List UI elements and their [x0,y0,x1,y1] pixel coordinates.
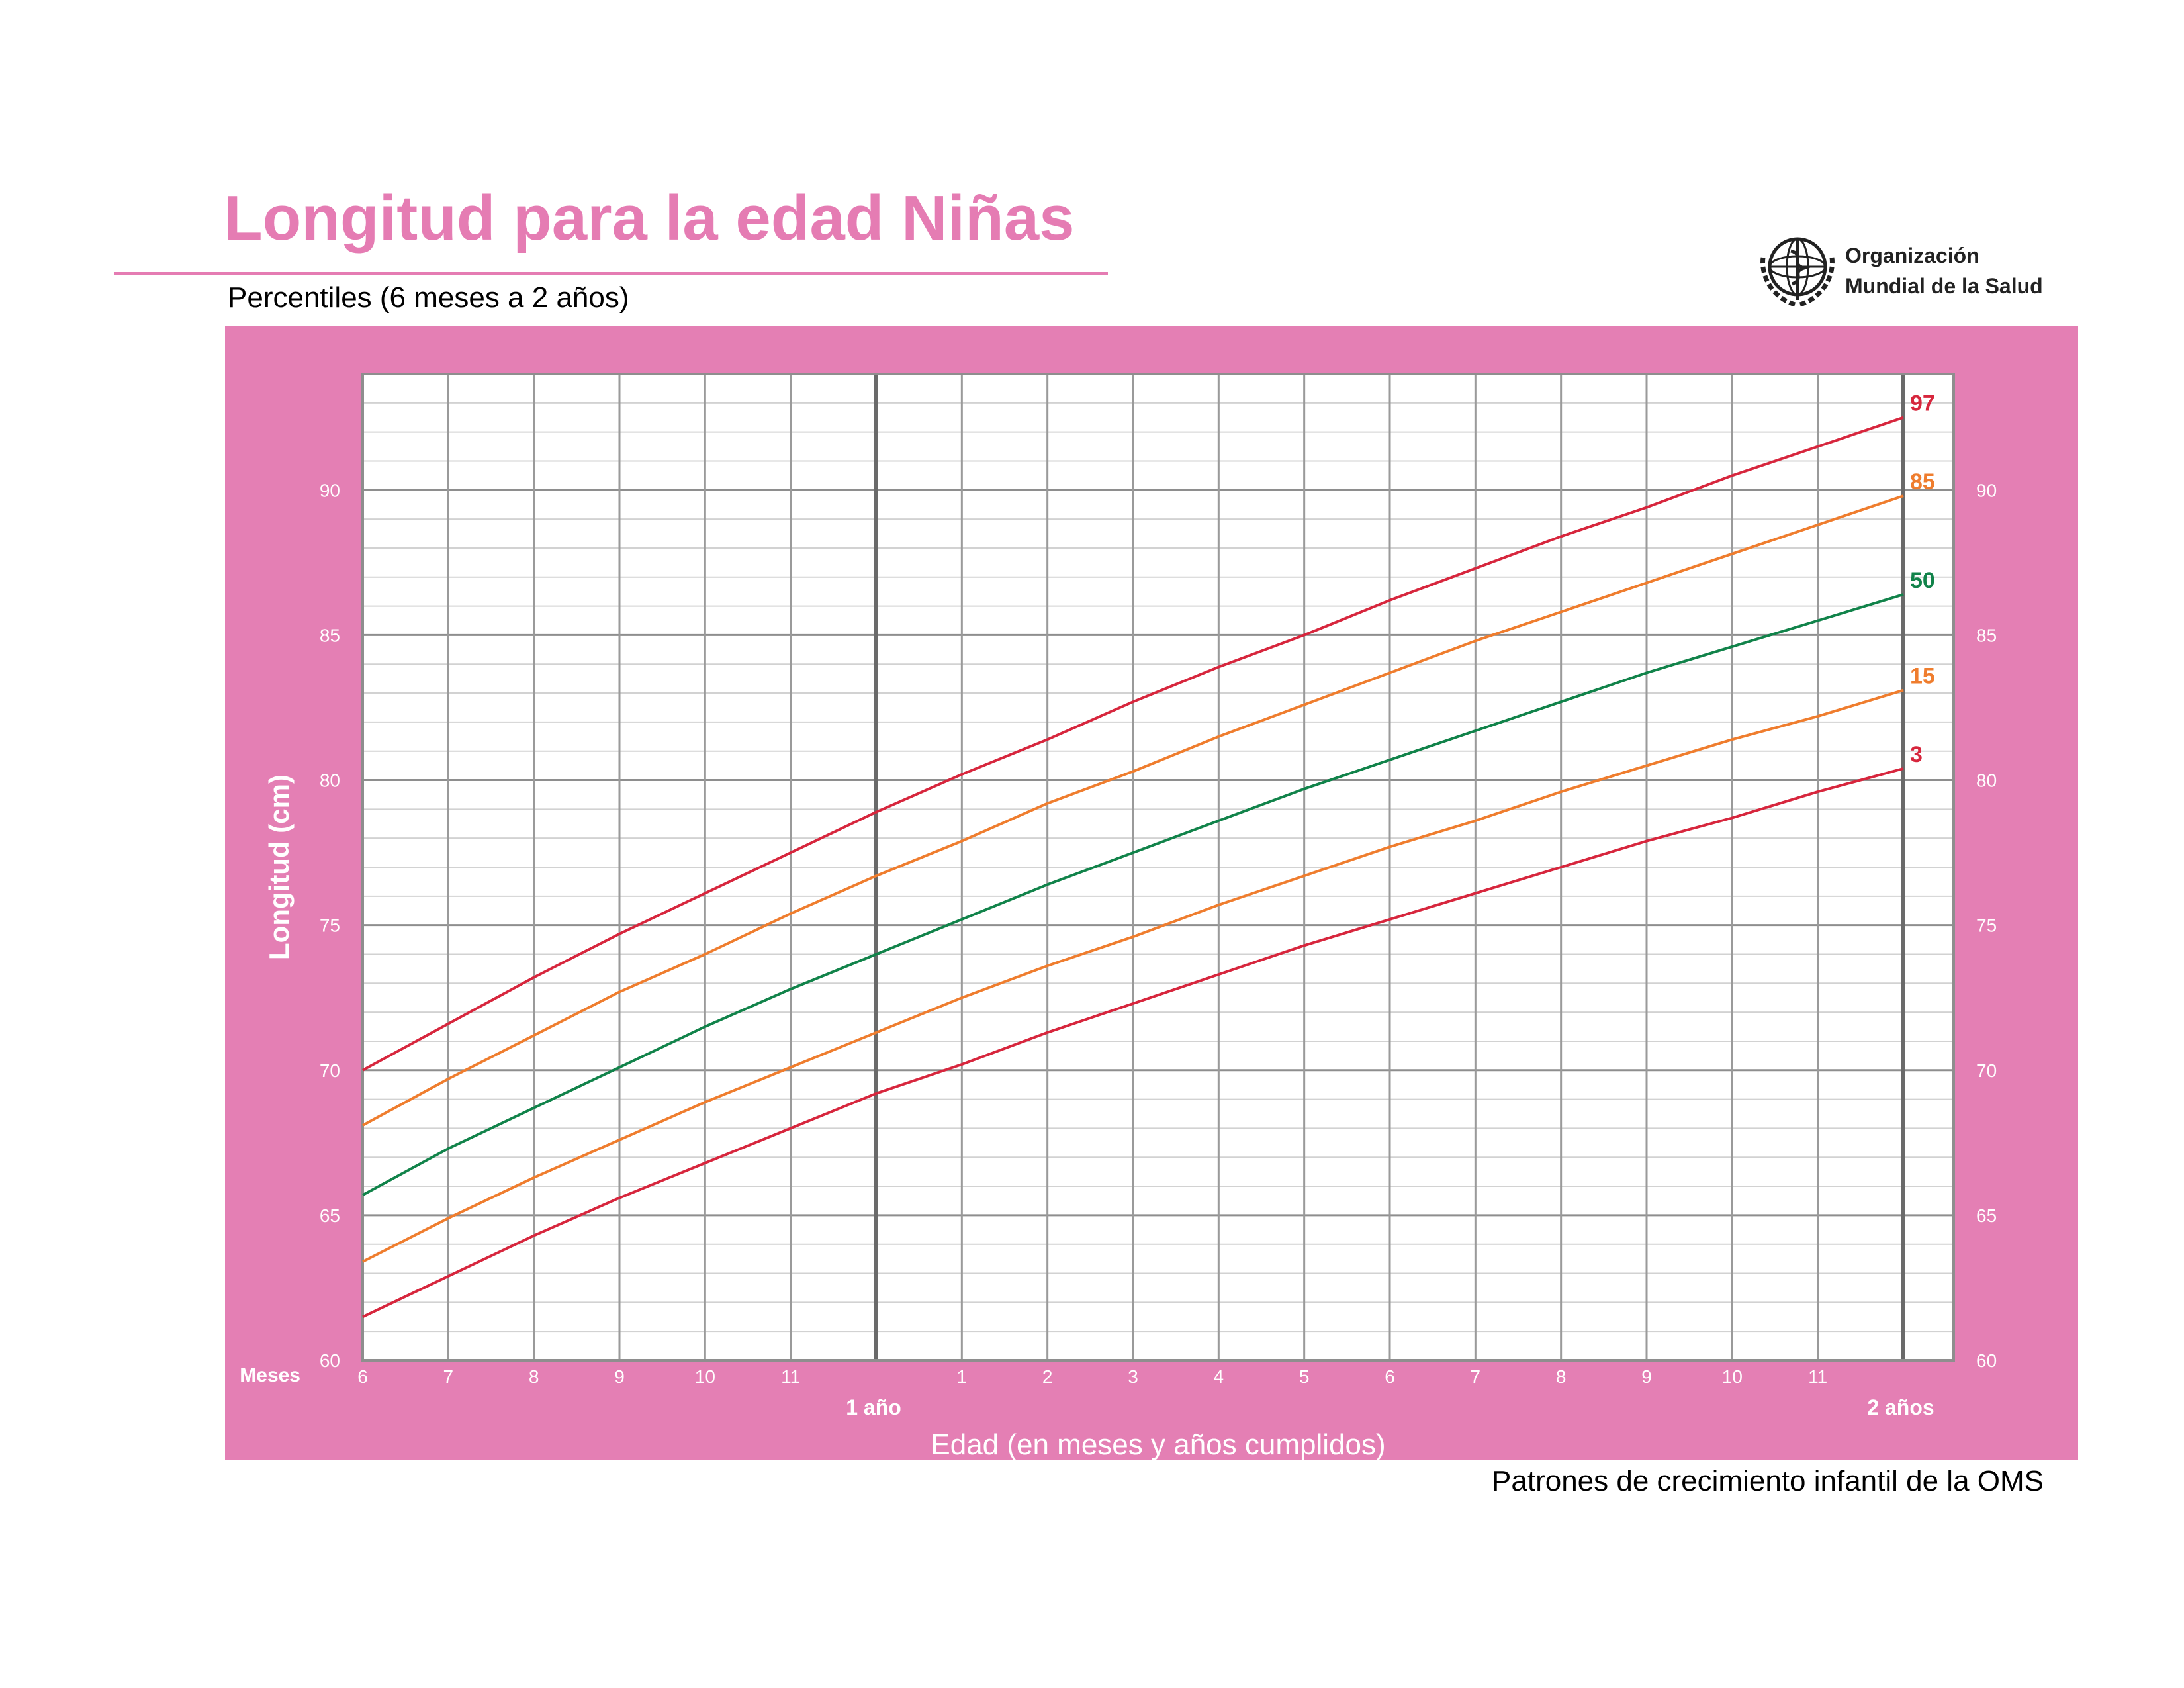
y-tick-label-left: 85 [320,625,340,645]
footer-source: Patrones de crecimiento infantil de la O… [1492,1465,2044,1497]
x-unit-label: Meses [240,1364,300,1386]
percentile-label-97: 97 [1910,391,1935,416]
percentile-curve-15 [362,688,1904,1263]
who-emblem-icon [1760,237,1835,308]
org-name-line1: Organización [1845,244,1979,267]
x-tick-label: 1 [957,1366,968,1387]
chart-panel: 60 60 65 65 70 70 75 75 80 80 85 85 90 90 6 7 8 9 10 11 1 2 3 4… [225,326,2078,1460]
x-tick-label: 11 [781,1366,800,1387]
page-subtitle: Percentiles (6 meses a 2 años) [228,281,629,314]
y-tick-label-left: 75 [320,915,340,936]
x-tick-label: 10 [695,1366,715,1387]
y-tick-label-right: 75 [1976,915,1997,936]
y-tick-label-left: 60 [320,1350,340,1371]
x-tick-label: 4 [1214,1366,1224,1387]
x-tick-label: 10 [1722,1366,1743,1387]
y-tick-label-left: 70 [320,1060,340,1081]
y-tick-label-left: 80 [320,771,340,791]
x-tick-label: 8 [529,1366,539,1387]
x-tick-label: 6 [357,1366,368,1387]
y-tick-label-right: 80 [1976,771,1997,791]
percentile-label-85: 85 [1910,469,1935,494]
y-tick-label-right: 60 [1976,1350,1997,1371]
x-tick-label: 3 [1128,1366,1138,1387]
percentile-curve-50 [362,593,1904,1196]
percentile-curve-97 [362,416,1904,1072]
plot-border [361,373,1955,1362]
y-tick-label-right: 65 [1976,1205,1997,1226]
percentile-label-50: 50 [1910,568,1935,593]
org-name-line2: Mundial de la Salud [1845,274,2043,298]
x-tick-label: 9 [614,1366,625,1387]
title-underline [114,272,1108,275]
x-tick-label: 6 [1385,1366,1395,1387]
x-tick-label: 8 [1556,1366,1567,1387]
y-tick-label-right: 70 [1976,1060,1997,1081]
y-axis-title: Longitud (cm) [263,774,295,960]
x-year-label: 2 años [1867,1395,1934,1419]
who-logo: Organización Mundial de la Salud [1758,231,2043,310]
x-axis-title: Edad (en meses y años cumplidos) [931,1429,1385,1460]
percentile-label-15: 15 [1910,664,1935,689]
percentile-label-3: 3 [1910,742,1923,767]
y-tick-label-right: 85 [1976,625,1997,645]
page-title: Longitud para la edad Niñas [224,183,1075,254]
x-tick-label: 11 [1808,1366,1827,1387]
y-tick-label-right: 90 [1976,480,1997,500]
x-tick-label: 7 [443,1366,454,1387]
x-tick-label: 2 [1042,1366,1053,1387]
percentile-curve-3 [362,767,1904,1319]
x-tick-label: 7 [1471,1366,1481,1387]
percentile-curve-85 [362,494,1904,1127]
x-tick-label: 5 [1299,1366,1310,1387]
x-tick-label: 9 [1641,1366,1652,1387]
x-year-label: 1 año [846,1395,901,1419]
y-tick-label-left: 90 [320,480,340,500]
y-tick-label-left: 65 [320,1205,340,1226]
